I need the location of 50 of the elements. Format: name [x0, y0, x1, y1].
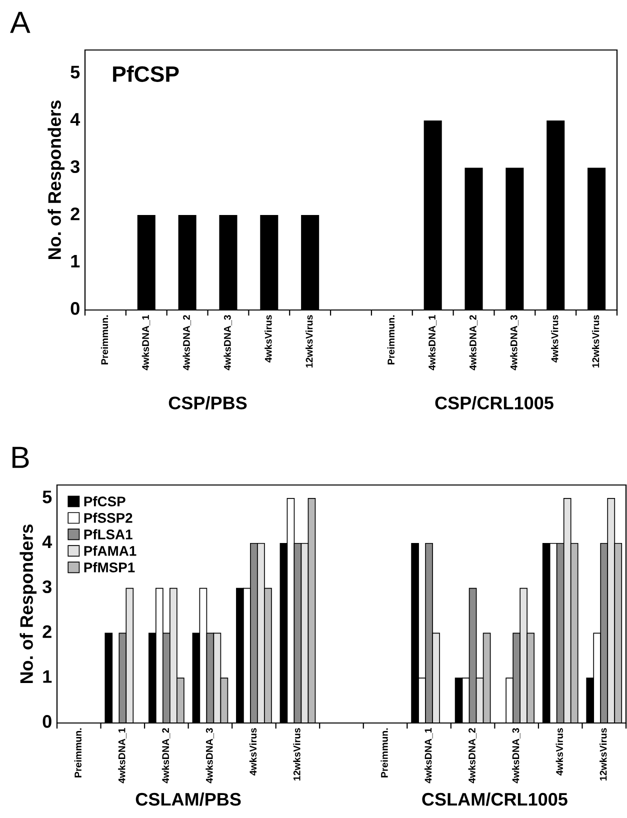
x-tick-label: Preimmun. — [387, 315, 395, 364]
x-tick-label: 4wksDNA_3 — [512, 728, 520, 784]
x-tick-label: 4wksDNA_1 — [424, 728, 433, 784]
y-tick-label: 3 — [70, 160, 80, 174]
x-tick-label: Preimmun. — [380, 728, 388, 778]
y-tick-label: 2 — [70, 208, 80, 220]
y-axis-title: No. of Responders — [48, 100, 65, 260]
text: PfCSP — [113, 66, 179, 82]
y-tick-label: 4 — [70, 113, 80, 126]
y-tick-label: 1 — [71, 254, 80, 268]
legend-label: PfCSP — [84, 496, 126, 506]
text: CSP/PBS — [168, 396, 247, 410]
x-tick-label: 4wksDNA_1 — [118, 728, 126, 784]
x-tick-label: 4wksVirus — [556, 728, 563, 776]
x-tick-label: 4wksDNA_2 — [468, 728, 477, 784]
x-tick-label: Preimmun. — [100, 315, 108, 364]
y-tick-label: 1 — [43, 670, 52, 683]
y-axis-title: No. of Responders — [20, 524, 37, 684]
text: CSP/CRL1005 — [435, 396, 554, 410]
y-tick-label: 5 — [70, 66, 80, 78]
x-tick-label: 4wksDNA_2 — [162, 728, 170, 784]
legend-label: PfMSP1 — [84, 562, 135, 572]
x-tick-label: 12wksVirus — [306, 315, 313, 368]
x-tick-label: Preimmun. — [74, 728, 82, 778]
x-tick-label: 12wksVirus — [600, 728, 607, 780]
text: A — [10, 12, 30, 33]
x-tick-label: 4wksDNA_3 — [510, 315, 518, 370]
y-tick-label: 5 — [42, 490, 52, 504]
x-tick-label: 4wksDNA_3 — [224, 315, 232, 370]
x-tick-label: 4wksVirus — [551, 315, 558, 362]
y-tick-label: 4 — [42, 536, 52, 548]
y-tick-label: 3 — [42, 580, 52, 594]
legend-label: PfSSP2 — [84, 512, 132, 523]
y-tick-label: 2 — [42, 625, 52, 638]
x-tick-label: 4wksDNA_1 — [142, 314, 150, 370]
x-tick-label: 4wksVirus — [264, 315, 272, 362]
y-tick-label: 0 — [42, 715, 52, 728]
legend-label: PfLSA1 — [84, 529, 132, 540]
x-tick-label: 4wksDNA_2 — [469, 315, 478, 370]
x-tick-label: 12wksVirus — [592, 315, 600, 368]
x-tick-label: 4wksDNA_2 — [182, 315, 192, 370]
x-tick-label: 4wksDNA_3 — [206, 728, 214, 784]
y-tick-label: 0 — [70, 302, 80, 315]
text: CSLAM/PBS — [136, 792, 241, 806]
text: CSLAM/CRL1005 — [422, 792, 568, 806]
x-tick-label: 4wksVirus — [249, 728, 257, 776]
x-tick-label: 4wksDNA_1 — [428, 314, 437, 370]
legend-label: PfAMA1 — [84, 546, 136, 556]
x-tick-label: 12wksVirus — [293, 728, 300, 780]
text: B — [12, 446, 29, 468]
